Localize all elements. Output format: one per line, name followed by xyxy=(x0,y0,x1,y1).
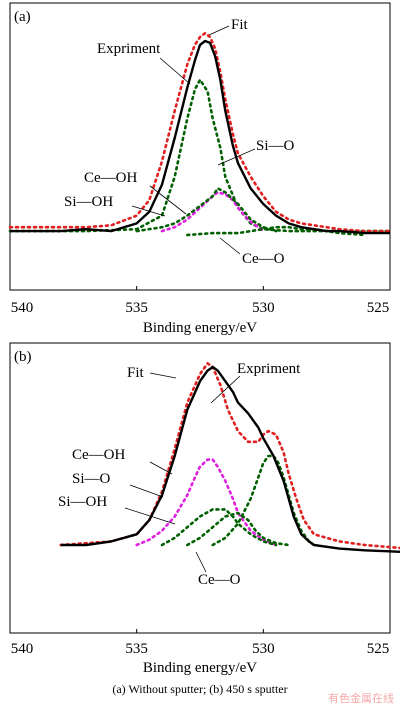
series-a-ce-oh xyxy=(160,191,265,233)
panel-b-frame xyxy=(9,342,391,634)
series-b-ce-oh xyxy=(135,458,278,547)
annot-a-expriment-leader xyxy=(159,57,191,85)
panel-a-plot xyxy=(8,31,392,237)
panel-a-ticks: 540 535 530 525 xyxy=(9,286,391,316)
panel-b: (b) 540 535 530 525 Binding energy/eV Fit E… xyxy=(9,342,400,676)
annot-b-ce-o-leader xyxy=(195,551,207,573)
x-tick-label-a-535: 535 xyxy=(125,300,148,316)
watermark: 有色金属在线 xyxy=(328,692,394,705)
annot-a-ce-oh-leader xyxy=(149,185,187,215)
series-a-si-oh xyxy=(135,187,278,233)
series-a-fit xyxy=(8,31,392,233)
annot-b-si-oh-leader xyxy=(124,507,176,525)
annot-b-si-o-leader xyxy=(129,484,164,498)
series-a-expriment xyxy=(10,39,390,235)
series-b-si-oh xyxy=(186,511,290,547)
annot-a-si-oh-leader xyxy=(131,205,166,217)
annot-a-si-o-leader xyxy=(217,148,256,166)
annot-b-ce-o: Ce—O xyxy=(198,572,241,588)
series-a-ce-o xyxy=(186,225,366,237)
panel-a-xlabel: Binding energy/eV xyxy=(143,320,257,336)
annot-b-expriment-leader xyxy=(210,375,241,404)
x-tick-label-a-530: 530 xyxy=(252,300,275,316)
x-tick-label-a-540: 540 xyxy=(11,300,34,316)
annot-a-ce-o-leader xyxy=(219,237,241,255)
panel-b-ticks: 540 535 530 525 xyxy=(9,629,391,657)
annot-b-si-o: Si—O xyxy=(72,471,111,487)
annot-b-expriment: Expriment xyxy=(237,361,301,377)
annot-a-fit-leader xyxy=(208,25,230,36)
series-b-expriment xyxy=(60,365,400,553)
panel-b-plot xyxy=(59,362,400,553)
annot-b-ce-oh-leader xyxy=(149,461,173,475)
annot-a-expriment: Expriment xyxy=(97,41,161,57)
figure-caption: (a) Without sputter; (b) 450 s sputter xyxy=(112,682,288,696)
annot-a-si-oh: Si—OH xyxy=(64,194,113,210)
panel-b-label: (b) xyxy=(14,349,32,365)
annot-b-si-oh: Si—OH xyxy=(58,494,107,510)
annot-b-fit-leader xyxy=(149,372,177,379)
x-tick-label-b-525: 525 xyxy=(367,641,390,657)
x-tick-label-b-535: 535 xyxy=(125,641,148,657)
annot-b-fit: Fit xyxy=(127,365,145,381)
series-b-fit xyxy=(59,362,400,550)
annot-a-ce-oh: Ce—OH xyxy=(84,170,137,186)
x-tick-label-a-525: 525 xyxy=(367,300,390,316)
annot-b-ce-oh: Ce—OH xyxy=(72,447,125,463)
x-tick-label-b-540: 540 xyxy=(11,641,34,657)
annot-a-fit: Fit xyxy=(231,17,249,33)
annot-a-si-o: Si—O xyxy=(256,138,295,154)
panel-a: (a) 540 535 530 525 Binding energy/eV Fit E… xyxy=(8,2,392,336)
panel-a-frame xyxy=(9,2,391,291)
x-tick-label-b-530: 530 xyxy=(252,641,275,657)
annot-a-ce-o: Ce—O xyxy=(242,251,285,267)
panel-b-xlabel: Binding energy/eV xyxy=(143,660,257,676)
series-b-si-o xyxy=(160,508,278,547)
panel-a-label: (a) xyxy=(14,9,31,25)
series-b-ce-o xyxy=(211,454,316,547)
